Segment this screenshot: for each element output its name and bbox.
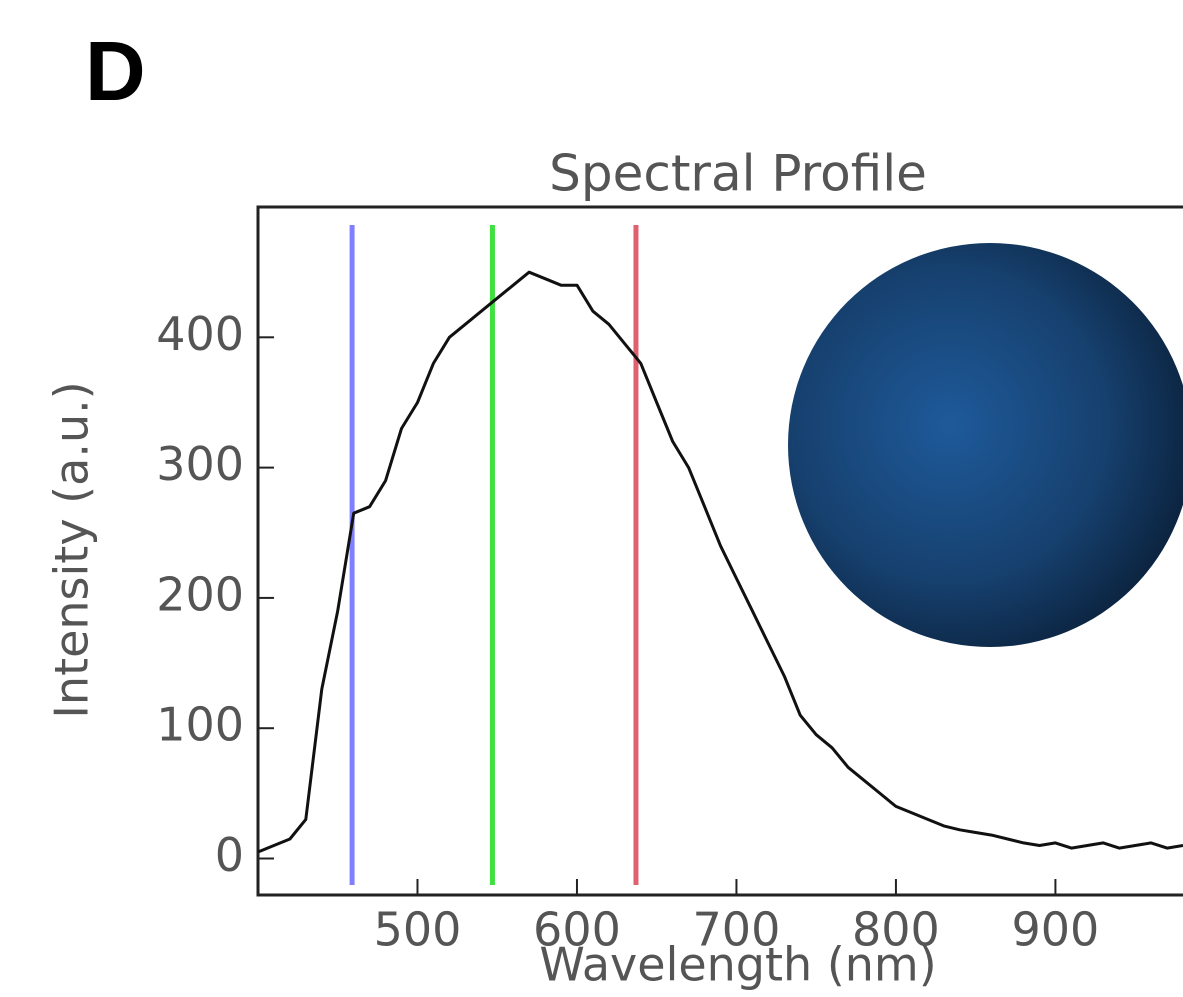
panel-label: D [85,24,146,118]
plot-frame [256,205,1183,897]
y-tick-label: 0 [215,828,244,882]
data-line [257,270,1183,854]
x-tick-label: 900 [1012,903,1100,957]
y-tick-label: 300 [156,437,244,491]
x-tick-label: 800 [852,903,940,957]
inset-image [788,243,1183,647]
x-tick-label: 700 [693,903,781,957]
x-axis-label: Wavelength (nm) [539,938,936,992]
x-tick-label: 600 [533,903,621,957]
y-tick-label: 400 [156,307,244,361]
y-tick-label: 200 [156,567,244,621]
x-tick-label: 500 [374,903,462,957]
y-axis-label: Intensity (a.u.) [45,381,99,718]
chart-title: Spectral Profile [549,145,927,203]
y-tick-label: 100 [156,698,244,752]
